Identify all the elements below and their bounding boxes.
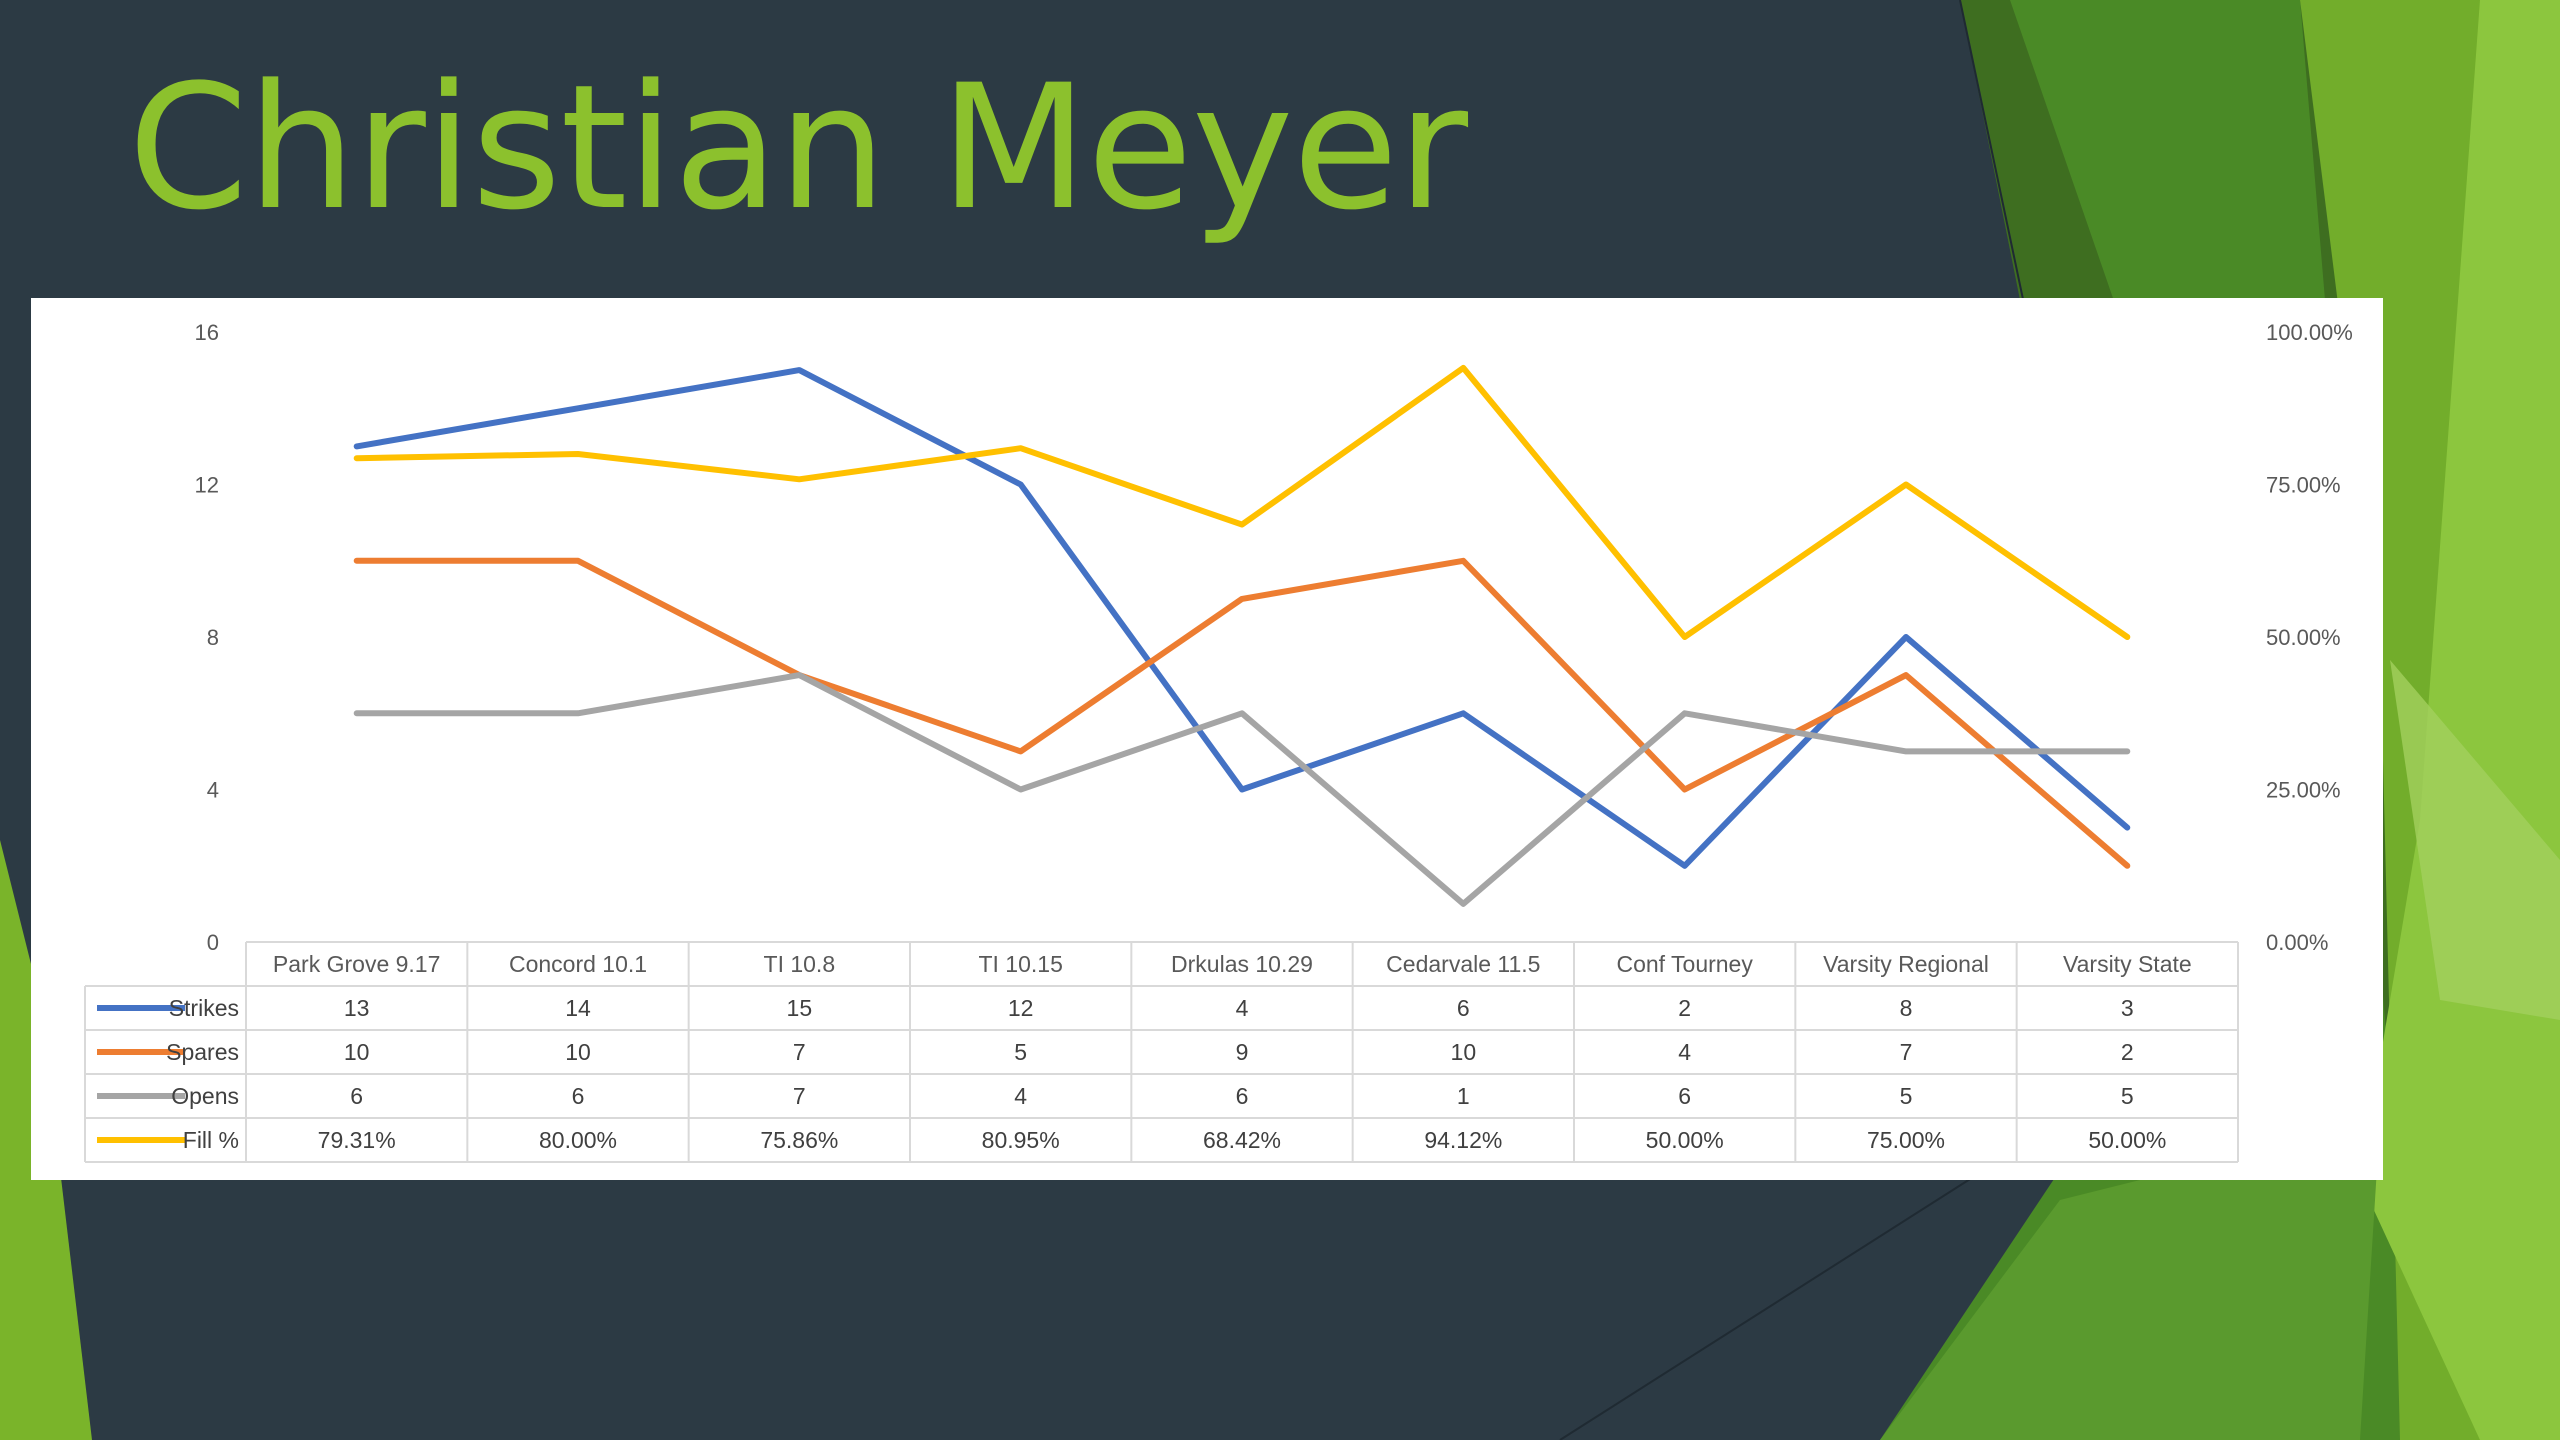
data-table-cell: 10 xyxy=(344,1039,370,1065)
data-table-cell: 1 xyxy=(1457,1083,1470,1109)
series-name-label: Opens xyxy=(171,1083,239,1109)
bg-shape-pale-highlight xyxy=(2390,660,2560,1020)
right-axis-tick-label: 100.00% xyxy=(2266,320,2353,345)
data-table-cell: 6 xyxy=(1678,1083,1691,1109)
series-name-label: Fill % xyxy=(183,1127,239,1153)
data-table-cell: 3 xyxy=(2121,995,2134,1021)
data-table-cell: 5 xyxy=(1900,1083,1913,1109)
series-name-label: Spares xyxy=(166,1039,239,1065)
left-axis-tick-label: 16 xyxy=(195,320,219,345)
category-label: Varsity Regional xyxy=(1823,951,1989,977)
right-axis-tick-label: 50.00% xyxy=(2266,625,2341,650)
data-table-cell: 80.00% xyxy=(539,1127,617,1153)
category-label: Cedarvale 11.5 xyxy=(1386,951,1540,977)
data-table-cell: 50.00% xyxy=(2088,1127,2166,1153)
right-axis-tick-label: 75.00% xyxy=(2266,473,2341,498)
data-table-cell: 6 xyxy=(350,1083,363,1109)
data-table-cell: 7 xyxy=(793,1083,806,1109)
data-table-cell: 12 xyxy=(1008,995,1034,1021)
data-table-cell: 10 xyxy=(565,1039,591,1065)
data-table-cell: 5 xyxy=(2121,1083,2134,1109)
data-table-cell: 80.95% xyxy=(982,1127,1060,1153)
data-table-cell: 75.00% xyxy=(1867,1127,1945,1153)
data-table-cell: 2 xyxy=(1678,995,1691,1021)
series-line-opens xyxy=(353,672,2131,907)
data-table-cell: 9 xyxy=(1236,1039,1249,1065)
bg-shape-lime xyxy=(2360,0,2560,1440)
line-chart: 04812160.00%25.00%50.00%75.00%100.00%Par… xyxy=(84,320,2353,1163)
series-line-spares xyxy=(353,557,2131,869)
left-axis-tick-label: 8 xyxy=(207,625,219,650)
series-line-strikes xyxy=(353,367,2131,869)
data-table-cell: 4 xyxy=(1236,995,1249,1021)
chart-panel: 0 4 8 12 16 0.00% 25.00% 50.00% 75.00% 100.00% Par… xyxy=(31,298,2383,1180)
data-table-cell: 2 xyxy=(2121,1039,2134,1065)
left-axis-tick-label: 0 xyxy=(207,930,219,955)
category-label: TI 10.8 xyxy=(764,951,836,977)
series-name-label: Strikes xyxy=(169,995,239,1021)
category-label: Varsity State xyxy=(2063,951,2192,977)
category-label: Conf Tourney xyxy=(1616,951,1753,977)
right-axis-tick-label: 0.00% xyxy=(2266,930,2328,955)
series-line-fill xyxy=(353,364,2131,640)
bg-line xyxy=(1559,1159,2001,1440)
data-table-cell: 4 xyxy=(1014,1083,1027,1109)
data-table-cell: 6 xyxy=(1236,1083,1249,1109)
category-label: Drkulas 10.29 xyxy=(1171,951,1313,977)
data-table-cell: 79.31% xyxy=(318,1127,396,1153)
left-axis-tick-label: 4 xyxy=(207,778,219,803)
data-table-cell: 6 xyxy=(1457,995,1470,1021)
data-table-cell: 75.86% xyxy=(760,1127,838,1153)
data-table-cell: 68.42% xyxy=(1203,1127,1281,1153)
right-axis-tick-label: 25.00% xyxy=(2266,778,2341,803)
data-table-cell: 7 xyxy=(793,1039,806,1065)
data-table-cell: 5 xyxy=(1014,1039,1027,1065)
data-table-cell: 13 xyxy=(344,995,370,1021)
data-table-cell: 50.00% xyxy=(1646,1127,1724,1153)
slide-title: Christian Meyer xyxy=(128,47,1468,248)
data-table-cell: 14 xyxy=(565,995,591,1021)
data-table-cell: 94.12% xyxy=(1424,1127,1502,1153)
left-axis-tick-label: 12 xyxy=(195,473,219,498)
data-table-cell: 6 xyxy=(572,1083,585,1109)
data-table-cell: 10 xyxy=(1451,1039,1477,1065)
data-table-cell: 8 xyxy=(1900,995,1913,1021)
category-label: Park Grove 9.17 xyxy=(273,951,440,977)
category-label: Concord 10.1 xyxy=(509,951,647,977)
data-table-cell: 7 xyxy=(1900,1039,1913,1065)
bg-shape-bottom-green xyxy=(1880,1120,2380,1440)
data-table-cell: 4 xyxy=(1678,1039,1691,1065)
data-table-cell: 15 xyxy=(787,995,813,1021)
category-label: TI 10.15 xyxy=(978,951,1062,977)
